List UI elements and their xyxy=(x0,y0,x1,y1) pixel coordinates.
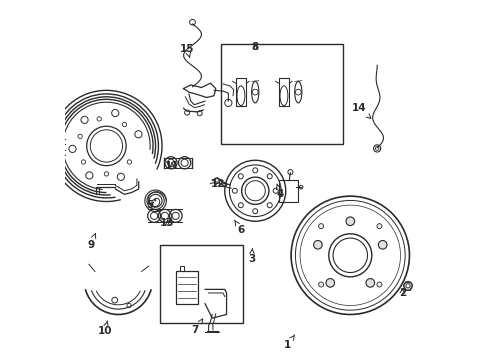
Text: 15: 15 xyxy=(180,44,194,57)
Text: 4: 4 xyxy=(276,184,284,199)
Bar xyxy=(278,180,298,202)
Text: 9: 9 xyxy=(87,234,96,249)
Circle shape xyxy=(313,240,322,249)
Bar xyxy=(235,78,246,107)
Bar xyxy=(221,44,343,144)
Text: 7: 7 xyxy=(191,319,202,335)
Bar xyxy=(180,266,184,271)
Text: 8: 8 xyxy=(251,42,258,52)
Circle shape xyxy=(376,224,381,229)
Text: 3: 3 xyxy=(247,248,255,264)
Circle shape xyxy=(318,282,323,287)
Text: 6: 6 xyxy=(234,220,244,235)
Bar xyxy=(176,271,198,304)
Circle shape xyxy=(365,279,374,287)
Text: 10: 10 xyxy=(97,321,112,336)
Text: 12: 12 xyxy=(211,179,225,189)
Text: 14: 14 xyxy=(351,103,370,118)
Text: 11: 11 xyxy=(164,161,179,171)
Text: 1: 1 xyxy=(284,335,294,350)
Circle shape xyxy=(376,282,381,287)
Bar xyxy=(160,244,242,323)
Text: 5: 5 xyxy=(146,200,154,210)
Circle shape xyxy=(378,240,386,249)
Circle shape xyxy=(325,279,334,287)
Circle shape xyxy=(318,224,323,229)
Text: 13: 13 xyxy=(160,218,174,228)
Bar xyxy=(278,78,289,107)
Text: 2: 2 xyxy=(398,288,405,298)
Circle shape xyxy=(346,217,354,226)
